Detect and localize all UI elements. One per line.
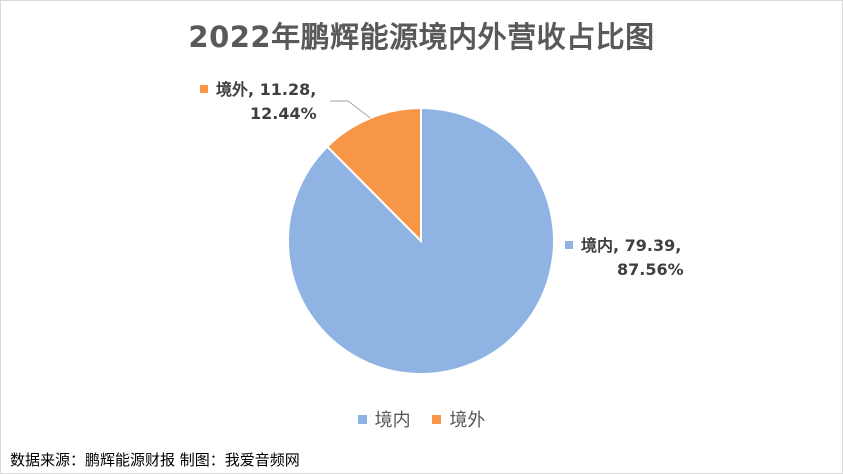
leader-line-outer [330,100,371,119]
outer-label-swatch [200,85,208,93]
pie-slice-outer [325,106,422,244]
inner-label-line1: 境内, 79.39, [581,236,682,255]
outer-label-line2: 12.44% [250,104,317,123]
inner-label-line2: 87.56% [617,260,684,279]
legend-item-inner: 境内 [357,406,411,432]
data-label-inner: 境内, 79.39, 87.56% [565,234,684,282]
chart-title: 2022年鹏辉能源境内外营收占比图 [188,20,655,54]
inner-label-swatch [565,241,573,249]
data-label-outer: 境外, 11.28, 12.44% [200,78,317,126]
legend-label-inner: 境内 [374,410,411,431]
source-note: 数据来源：鹏辉能源财报 制图：我爱音频网 [10,451,300,469]
outer-label-line1: 境外, 11.28, [216,80,317,99]
legend: 境内 境外 [0,406,843,432]
legend-swatch-inner [357,415,367,424]
legend-label-outer: 境外 [449,410,486,431]
legend-swatch-outer [432,415,442,424]
legend-item-outer: 境外 [432,406,485,432]
